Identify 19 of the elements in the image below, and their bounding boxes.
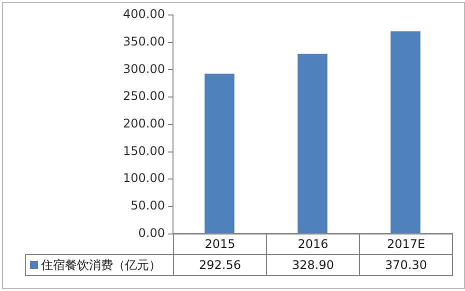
y-tick-label: 200.00 (123, 116, 165, 131)
y-tick-label: 150.00 (123, 144, 165, 158)
bar (298, 54, 328, 234)
x-tick-label: 2015 (173, 233, 267, 255)
data-label: 370.30 (359, 254, 453, 276)
y-tick-label: 250.00 (123, 89, 165, 104)
y-tick-label: 100.00 (123, 171, 165, 186)
bar (204, 74, 234, 234)
bar (390, 31, 420, 234)
data-label: 292.56 (173, 254, 267, 276)
y-tick-label: 300.00 (123, 62, 165, 76)
x-tick-label: 2017E (359, 233, 453, 255)
data-label: 328.90 (266, 254, 360, 276)
x-tick-label: 2016 (266, 233, 360, 255)
y-tick-label: 50.00 (130, 198, 165, 213)
y-tick-label: 350.00 (123, 34, 165, 48)
y-tick-label: 400.00 (123, 7, 165, 22)
legend-label: 住宿餐饮消费（亿元） (41, 256, 161, 274)
y-tick-label: 0.00 (138, 226, 165, 240)
